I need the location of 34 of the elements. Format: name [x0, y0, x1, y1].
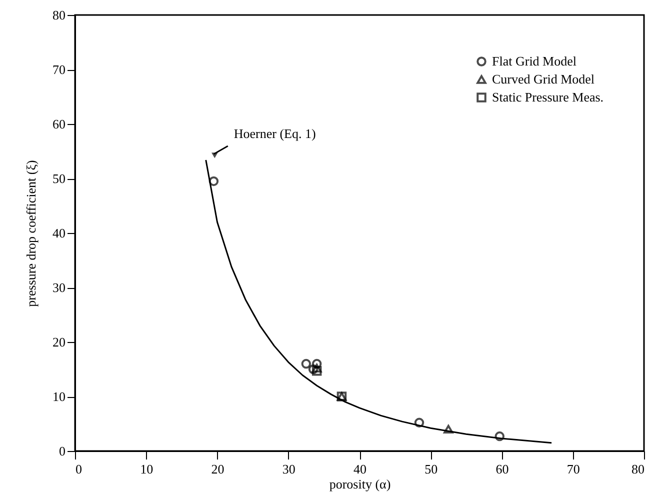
point	[208, 176, 219, 186]
x-tick-label: 70	[566, 462, 580, 476]
x-tick-label: 10	[140, 462, 154, 476]
y-tick-label: 0	[59, 444, 66, 458]
y-tick-label: 50	[52, 171, 66, 186]
y-tick-label: 20	[52, 334, 66, 350]
point	[308, 364, 318, 374]
y-tick-label: 30	[52, 280, 66, 295]
y-tick-label: 60	[52, 116, 66, 132]
x-tick-label: 0	[76, 462, 82, 476]
point	[312, 364, 322, 373]
y-tick-label: 40	[52, 226, 66, 240]
x-axis-title: porosity (α)	[329, 476, 391, 492]
x-tick-label: 80	[632, 462, 644, 476]
line-series	[205, 159, 552, 444]
y-axis-title: pressure drop coefficient (ξ)	[24, 160, 38, 307]
y-tick-label: 70	[52, 62, 66, 77]
x-tick-label: 30	[282, 462, 296, 476]
legend-label: Flat Grid Model	[492, 54, 577, 68]
point	[494, 431, 504, 442]
x-tick-label: 40	[354, 462, 366, 476]
y-tick-label: 80	[52, 8, 66, 22]
point	[414, 418, 424, 428]
point	[301, 358, 312, 369]
legend-label: Static Pressure Meas.	[492, 90, 604, 104]
x-tick-label: 60	[496, 462, 509, 476]
x-tick-label: 20	[211, 462, 224, 476]
x-tick-label: 50	[424, 462, 438, 476]
point	[312, 366, 322, 376]
legend-label: Curved Grid Model	[492, 72, 595, 86]
y-tick-label: 10	[52, 389, 66, 404]
annotation: Hoerner (Eq. 1)	[234, 126, 316, 141]
point	[444, 424, 454, 434]
point	[312, 358, 322, 369]
